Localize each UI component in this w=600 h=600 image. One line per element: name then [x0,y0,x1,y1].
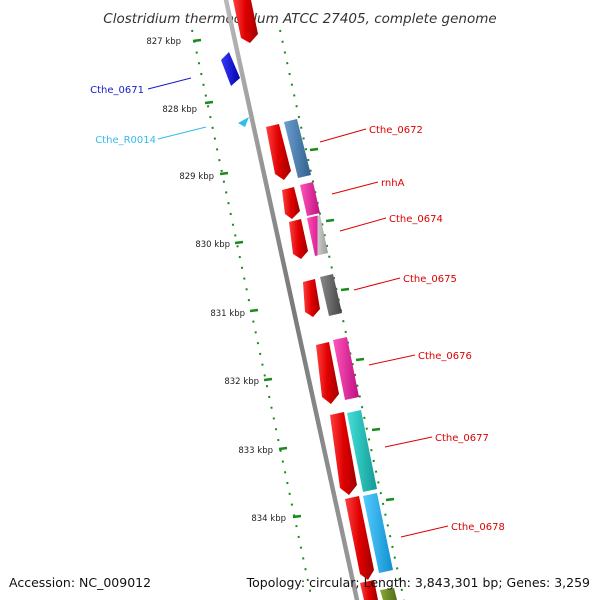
genome-backbone [223,0,360,600]
genome-stats-text: Topology: circular; Length: 3,843,301 bp… [246,575,590,590]
cog-block-Cthe_0672[interactable] [284,119,311,178]
gene-Cthe_0676-arrow[interactable] [316,342,339,404]
cog-block-Cthe_0675[interactable] [320,274,342,316]
tick-label: 834 kbp [251,514,286,524]
leader-Cthe_0676 [368,354,416,366]
leader-Cthe_R0014 [157,126,207,140]
cog-block-Cthe_0677[interactable] [347,410,377,492]
label-Cthe_0678[interactable]: Cthe_0678 [451,522,505,533]
leader-Cthe_0672 [319,128,367,143]
leader-Cthe_0674 [339,217,387,232]
leader-Cthe_0678 [400,525,449,538]
tick-label: 832 kbp [224,377,259,387]
label-Cthe_0675[interactable]: Cthe_0675 [403,274,457,285]
tick-label: 831 kbp [210,309,245,319]
label-Cthe_0674[interactable]: Cthe_0674 [389,214,443,225]
label-rnhA[interactable]: rnhA [381,178,405,189]
leader-Cthe_0675 [353,277,401,291]
tick-label: 829 kbp [179,172,214,182]
accession-text: Accession: NC_009012 [9,575,151,590]
gene-Cthe_0671-arrow[interactable] [221,52,240,86]
tick-label: 833 kbp [238,446,273,456]
gene-arrow-offscreen-bottom[interactable] [360,580,378,600]
cog-block-Cthe_0674[interactable] [307,215,328,256]
gene-Cthe_R0014-arrow[interactable] [238,117,249,127]
outer-ring-ticks [309,147,395,502]
label-Cthe_0671[interactable]: Cthe_0671 [90,85,144,96]
gene-Cthe_0672-arrow[interactable] [266,124,291,180]
label-leaders [147,77,449,538]
label-Cthe_0672[interactable]: Cthe_0672 [369,125,423,136]
gene-rnhA-arrow[interactable] [282,187,300,219]
tick-label: 828 kbp [162,105,197,115]
label-Cthe_0676[interactable]: Cthe_0676 [418,351,472,362]
cog-block-rnhA[interactable] [300,182,320,216]
cog-ring [284,119,397,600]
tick-label: 830 kbp [195,240,230,250]
cog-block-Cthe_0678[interactable] [363,493,393,573]
cog-block-offscreen[interactable] [380,588,397,600]
gene-Cthe_0674-arrow[interactable] [289,219,308,259]
inner-scale-ring [191,29,313,600]
leader-Cthe_0671 [147,77,192,90]
forward-genes [266,124,378,600]
gene-arrow-offscreen[interactable] [233,0,258,43]
map-title: Clostridium thermocellum ATCC 27405, com… [103,11,496,27]
label-Cthe_R0014[interactable]: Cthe_R0014 [95,135,156,146]
gene-labels: Cthe_0671 Cthe_R0014 Cthe_0672 rnhA Cthe… [90,85,505,533]
scale-major-ticks [192,38,302,519]
gene-Cthe_0677-arrow[interactable] [330,412,357,495]
gene-Cthe_0678-arrow[interactable] [345,496,374,580]
outer-scale-ring [279,29,405,600]
scale-labels: 827 kbp 828 kbp 829 kbp 830 kbp 831 kbp … [146,37,286,524]
label-Cthe_0677[interactable]: Cthe_0677 [435,433,489,444]
tick-label: 827 kbp [146,37,181,47]
leader-rnhA [331,181,379,195]
cog-block-Cthe_0676[interactable] [333,337,359,400]
gene-Cthe_0675-arrow[interactable] [303,279,320,317]
leader-Cthe_0677 [384,436,433,448]
